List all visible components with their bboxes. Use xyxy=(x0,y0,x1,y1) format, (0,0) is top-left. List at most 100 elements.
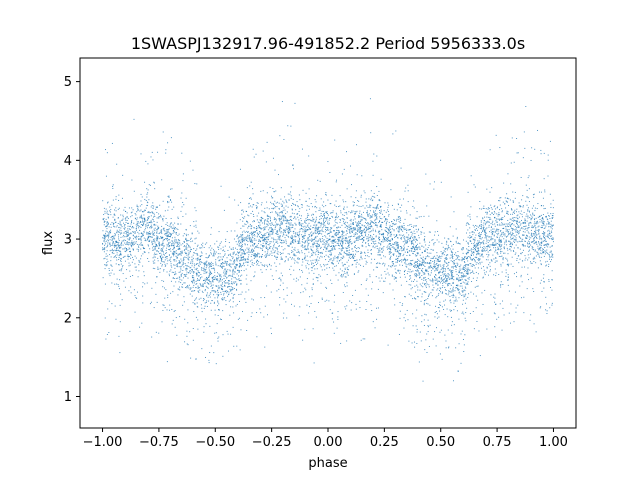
data-point xyxy=(196,273,198,275)
data-point xyxy=(157,268,159,270)
data-point xyxy=(415,228,417,230)
data-point xyxy=(439,256,441,258)
data-point xyxy=(400,238,402,240)
data-point xyxy=(463,267,465,269)
data-point xyxy=(409,238,411,240)
data-point xyxy=(308,268,310,270)
data-point xyxy=(536,220,538,222)
data-point xyxy=(453,302,455,304)
data-point xyxy=(405,228,407,230)
data-point xyxy=(501,211,503,213)
data-point xyxy=(217,295,219,297)
data-point xyxy=(293,253,295,255)
data-point xyxy=(173,250,175,252)
data-point xyxy=(479,253,481,255)
data-point xyxy=(135,214,137,216)
data-point xyxy=(334,238,336,240)
data-point xyxy=(360,194,362,196)
data-point xyxy=(212,278,214,280)
data-point xyxy=(419,267,421,269)
data-point xyxy=(285,220,287,222)
data-point xyxy=(509,243,511,245)
data-point xyxy=(199,247,201,249)
data-point xyxy=(203,307,205,309)
data-point xyxy=(312,233,314,235)
data-point xyxy=(278,245,280,247)
data-point xyxy=(518,230,520,232)
data-point xyxy=(318,259,320,261)
data-point xyxy=(528,175,530,177)
data-point xyxy=(487,256,489,258)
data-point xyxy=(400,246,402,248)
data-point xyxy=(494,216,496,218)
data-point xyxy=(548,229,550,231)
data-point xyxy=(242,209,244,211)
data-point xyxy=(168,195,170,197)
data-point xyxy=(219,280,221,282)
data-point xyxy=(491,233,493,235)
data-point xyxy=(103,240,105,242)
data-point xyxy=(346,250,348,252)
data-point xyxy=(445,275,446,277)
data-point xyxy=(281,275,283,277)
data-point xyxy=(359,230,361,232)
data-point xyxy=(453,276,455,278)
data-point xyxy=(278,288,280,290)
data-point xyxy=(125,248,127,249)
data-point xyxy=(518,235,520,237)
data-point xyxy=(108,269,110,271)
data-point xyxy=(217,257,219,259)
data-point xyxy=(455,347,457,349)
data-point xyxy=(195,226,197,228)
data-point xyxy=(514,291,516,293)
data-point xyxy=(255,254,257,256)
data-point xyxy=(188,259,190,261)
data-point xyxy=(414,273,416,275)
data-point xyxy=(550,237,552,239)
data-point xyxy=(338,262,339,264)
data-point xyxy=(145,220,147,222)
data-point xyxy=(192,254,194,256)
data-point xyxy=(128,247,130,249)
data-point xyxy=(502,231,504,233)
data-point xyxy=(385,211,387,213)
data-point xyxy=(164,257,166,259)
data-point xyxy=(435,274,437,276)
data-point xyxy=(393,229,395,231)
data-point xyxy=(341,240,343,242)
data-point xyxy=(203,262,205,264)
data-point xyxy=(484,237,486,239)
data-point xyxy=(341,244,343,246)
data-point xyxy=(425,244,427,246)
data-point xyxy=(430,252,432,254)
data-point xyxy=(225,238,227,240)
data-point xyxy=(360,220,362,222)
data-point xyxy=(427,278,429,280)
data-point xyxy=(400,226,402,228)
data-point xyxy=(180,274,182,276)
data-point xyxy=(377,254,379,256)
data-point xyxy=(420,285,422,287)
data-point xyxy=(348,257,350,259)
data-point xyxy=(547,175,549,177)
data-point xyxy=(163,261,165,263)
data-point xyxy=(360,239,362,241)
data-point xyxy=(545,215,547,217)
data-point xyxy=(335,212,337,214)
data-point xyxy=(338,238,340,240)
data-point xyxy=(276,240,278,242)
data-point xyxy=(226,264,228,266)
data-point xyxy=(154,240,156,242)
data-point xyxy=(233,345,235,347)
data-point xyxy=(104,268,106,270)
data-point xyxy=(376,245,378,247)
data-point xyxy=(138,270,140,272)
data-point xyxy=(241,256,243,258)
data-point xyxy=(180,275,182,277)
data-point xyxy=(253,257,255,259)
data-point xyxy=(218,294,220,296)
data-point xyxy=(219,286,221,288)
data-point xyxy=(279,135,281,137)
data-point xyxy=(299,233,301,235)
data-point xyxy=(483,243,485,245)
